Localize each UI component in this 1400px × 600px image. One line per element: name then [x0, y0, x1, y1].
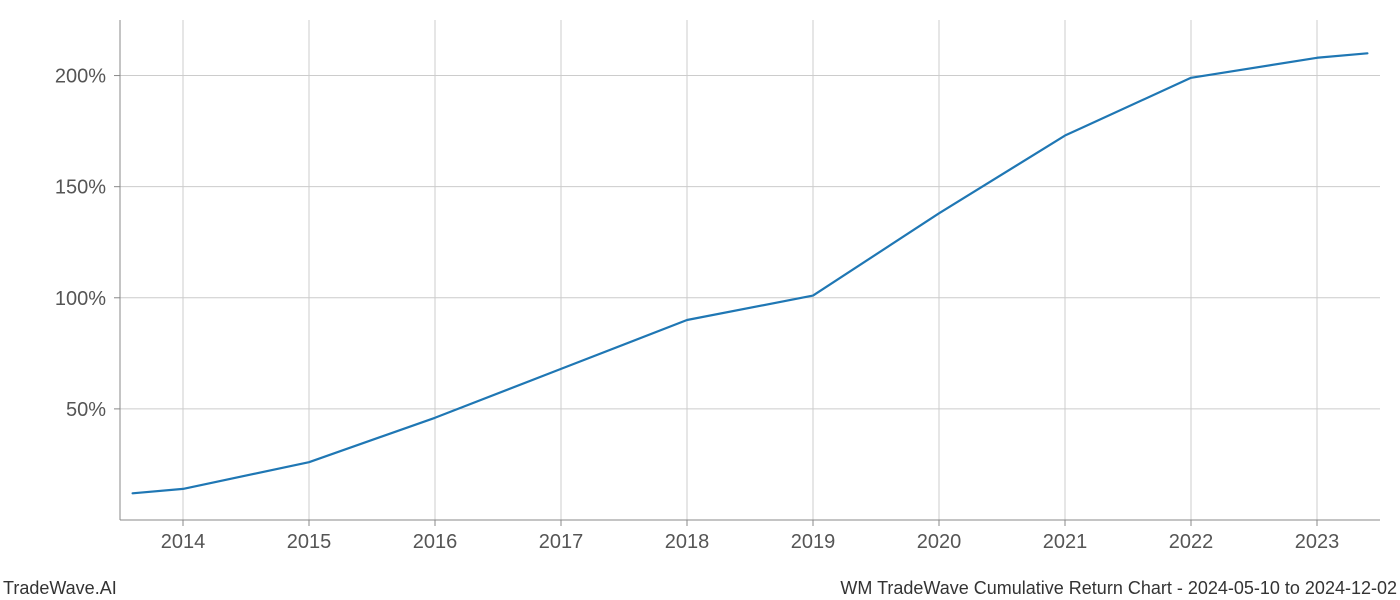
x-tick-label: 2023 [1295, 531, 1340, 553]
y-tick-label: 50% [66, 399, 106, 421]
watermark-left: TradeWave.AI [3, 578, 117, 599]
x-tick-label: 2022 [1169, 531, 1214, 553]
watermark-right: WM TradeWave Cumulative Return Chart - 2… [840, 578, 1397, 599]
x-tick-label: 2019 [791, 531, 836, 553]
y-tick-label: 150% [55, 177, 106, 199]
x-tick-label: 2020 [917, 531, 962, 553]
x-tick-label: 2017 [539, 531, 584, 553]
chart-container: 2014 2015 2016 2017 2018 2019 2020 2021 2022 2023… [0, 0, 1400, 600]
x-tick-label: 2015 [287, 531, 332, 553]
cumulative-return-chart: 2014 2015 2016 2017 2018 2019 2020 2021 2022 2023… [0, 0, 1400, 600]
x-tick-label: 2014 [161, 531, 206, 553]
x-tick-label: 2021 [1043, 531, 1088, 553]
y-tick-label: 100% [55, 288, 106, 310]
chart-background [0, 0, 1400, 600]
x-tick-label: 2018 [665, 531, 710, 553]
x-tick-label: 2016 [413, 531, 458, 553]
y-tick-label: 200% [55, 66, 106, 88]
